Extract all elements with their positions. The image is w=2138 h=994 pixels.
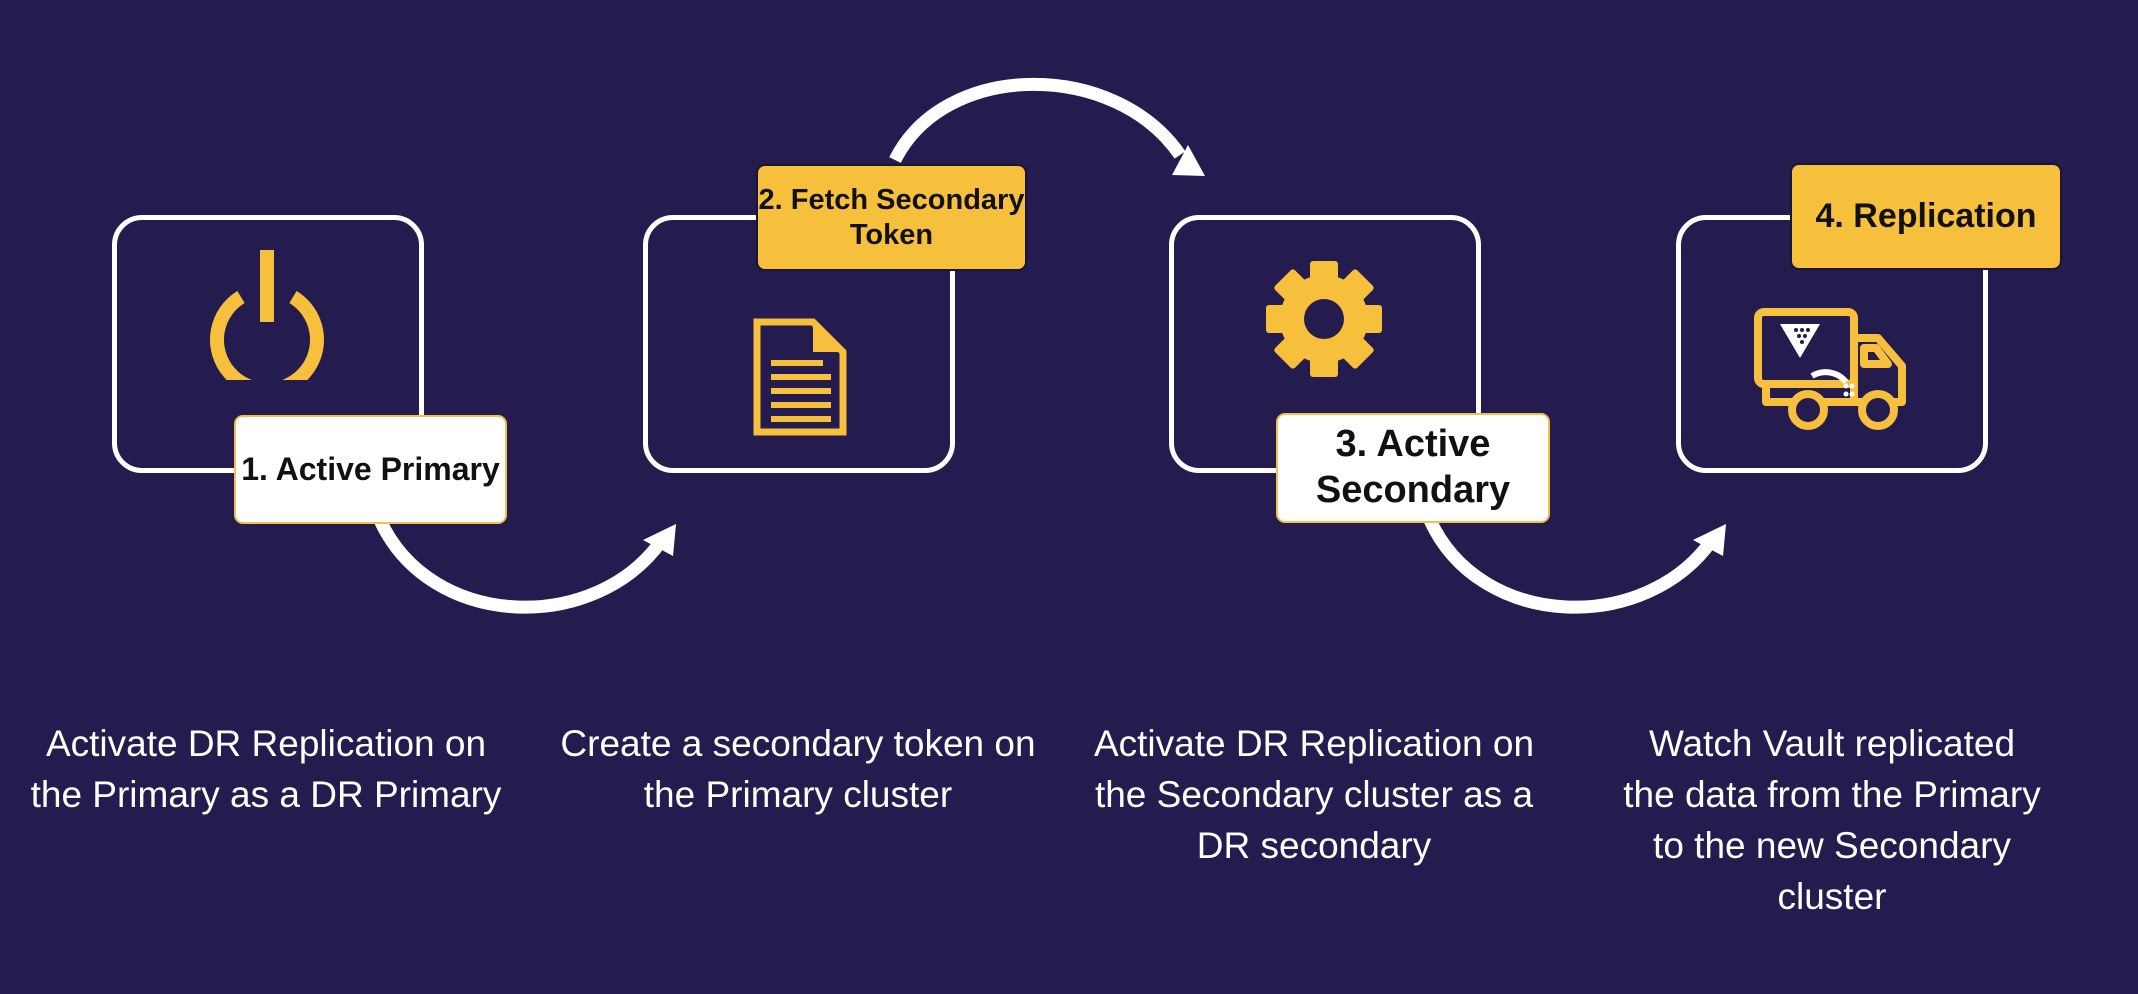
document-icon [753,318,847,436]
step-3-description: Activate DR Replication on the Secondary… [1093,723,1535,866]
step-1-label: 1. Active Primary [234,415,507,524]
power-icon [210,250,324,380]
step-2-label: 2. Fetch Secondary Token [756,164,1027,271]
step-3-label: 3. Active Secondary [1276,413,1550,523]
step-4-label: 4. Replication [1790,163,2062,270]
arrow-step1-to-step2 [374,517,668,614]
arrow-step2-to-step3 [889,77,1186,164]
step-1-description: Activate DR Replication on the Primary a… [30,723,502,815]
arrowhead-step4 [1693,524,1726,556]
vault-truck-icon [1754,308,1906,430]
gear-icon [1266,261,1382,377]
arrow-step3-to-step4 [1424,517,1718,614]
step-2-description: Create a secondary token on the Primary … [560,723,1036,815]
arrowhead-step2 [643,524,676,556]
step-4-description: Watch Vault replicated the data from the… [1623,723,2041,917]
arrowhead-step3 [1172,145,1205,176]
